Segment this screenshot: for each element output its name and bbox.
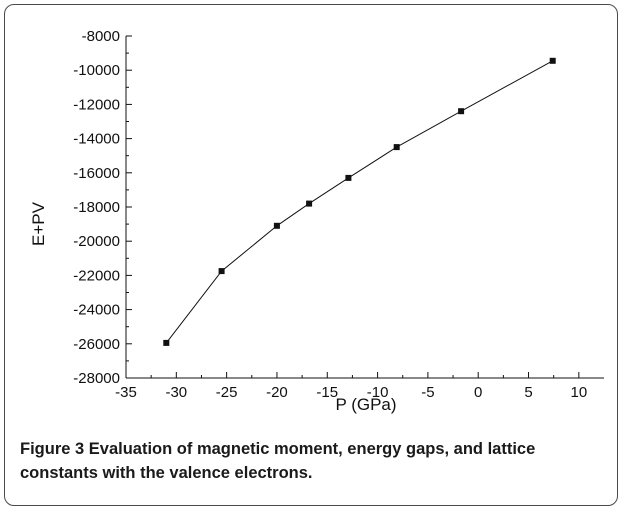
x-tick-label: -30 (165, 384, 187, 401)
x-tick-label: 0 (474, 384, 482, 401)
x-tick-label: -5 (421, 384, 434, 401)
y-tick-label: -28000 (73, 370, 120, 387)
data-point-marker (306, 200, 313, 207)
y-tick-label: -10000 (73, 62, 120, 79)
y-tick-label: -26000 (73, 336, 120, 353)
x-axis-label: P (GPa) (335, 395, 396, 414)
data-point-marker (218, 268, 225, 275)
tick-labels: -28000 -26000 -24000 -22000 -20000 -18000 -160… (73, 28, 587, 401)
axes (125, 36, 604, 379)
data-point-marker (273, 222, 280, 229)
caption-label: Figure 3 (20, 440, 85, 458)
y-tick-label: -22000 (73, 267, 120, 284)
markers (163, 57, 556, 346)
line-chart: -28000 -26000 -24000 -22000 -20000 -18000 -160… (29, 28, 604, 414)
series-line (165, 60, 553, 344)
y-tick-label: -14000 (73, 131, 120, 148)
figure-caption: Figure 3 Evaluation of magnetic moment, … (20, 437, 610, 485)
data-point-marker (549, 57, 556, 64)
y-tick-label: -20000 (73, 233, 120, 250)
y-tick-label: -16000 (73, 165, 120, 182)
x-tick-label: 5 (524, 384, 532, 401)
data-point-marker (163, 339, 170, 346)
caption-text: Evaluation of magnetic moment, energy ga… (20, 440, 536, 482)
figure-frame (4, 4, 618, 506)
data-point-marker (393, 144, 400, 151)
y-tick-label: -24000 (73, 302, 120, 319)
x-tick-label: -10 (367, 384, 389, 401)
x-tick-label: -15 (316, 384, 338, 401)
y-tick-label: -8000 (82, 28, 120, 45)
y-tick-label: -18000 (73, 199, 120, 216)
x-tick-label: 10 (570, 384, 587, 401)
y-tick-label: -12000 (73, 96, 120, 113)
x-tick-label: -35 (115, 384, 137, 401)
x-tick-label: -25 (216, 384, 238, 401)
data-point-marker (345, 174, 352, 181)
ticks (125, 35, 580, 379)
y-axis-label: E+PV (29, 201, 48, 246)
x-tick-label: -20 (266, 384, 288, 401)
data-point-marker (458, 108, 465, 115)
